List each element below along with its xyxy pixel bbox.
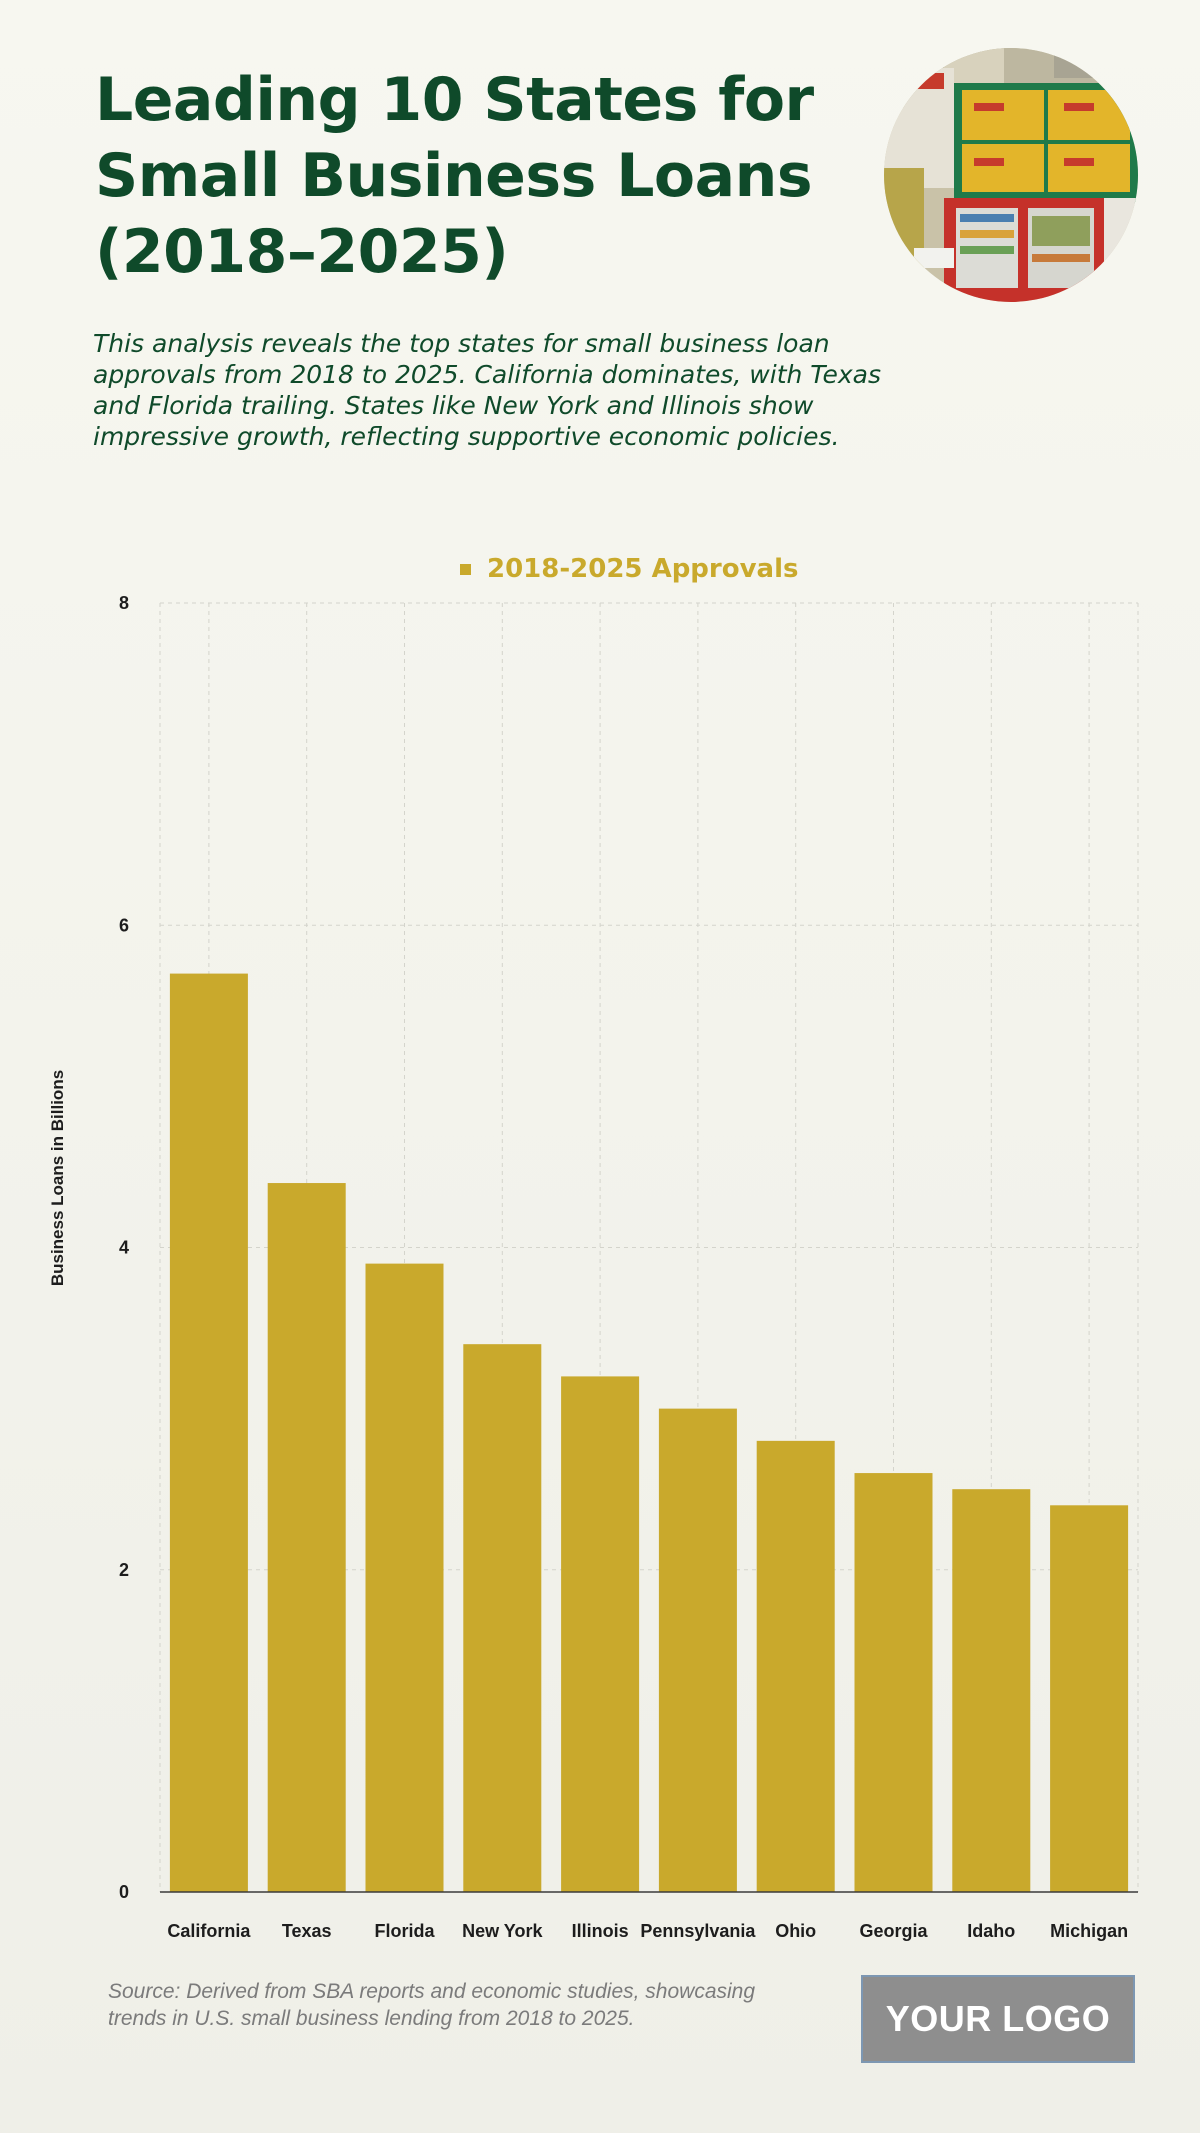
page-title: Leading 10 States for Small Business Loa…: [95, 65, 814, 287]
page-subtitle: This analysis reveals the top states for…: [93, 329, 881, 451]
y-tick-label: 4: [119, 1238, 129, 1258]
bar-florida: [365, 1263, 444, 1892]
x-tick-label: Ohio: [775, 1921, 816, 1941]
x-tick-label: Idaho: [967, 1921, 1015, 1941]
y-tick-label: 2: [119, 1560, 129, 1580]
chart-legend: 2018-2025 Approvals: [460, 552, 798, 586]
legend-swatch: [460, 563, 471, 575]
source-note: Source: Derived from SBA reports and eco…: [108, 1980, 756, 2030]
x-tick-label: California: [167, 1921, 251, 1941]
x-tick-label: Florida: [374, 1921, 435, 1941]
bar-illinois: [561, 1376, 640, 1892]
bar-chart: 0 2 4 6 8 California Texas Florida New York Illin…: [119, 593, 1139, 1941]
bar-new-york: [463, 1344, 542, 1892]
bar-texas: [267, 1183, 346, 1892]
x-tick-label: Illinois: [572, 1921, 629, 1941]
y-tick-label: 0: [119, 1882, 129, 1902]
y-tick-label: 8: [119, 593, 129, 613]
x-tick-label: Georgia: [859, 1921, 928, 1941]
bar-michigan: [1050, 1505, 1129, 1892]
x-tick-label: Michigan: [1050, 1921, 1128, 1941]
x-tick-label: Pennsylvania: [640, 1921, 756, 1941]
bar-ohio: [756, 1440, 835, 1892]
x-tick-label: Texas: [282, 1921, 332, 1941]
y-tick-label: 6: [119, 915, 129, 935]
logo-placeholder: YOUR LOGO: [861, 1975, 1135, 2063]
x-tick-label: New York: [462, 1921, 543, 1941]
bar-georgia: [854, 1473, 933, 1892]
bar-idaho: [952, 1489, 1031, 1892]
bar-california: [169, 973, 248, 1892]
legend-label: 2018-2025 Approvals: [487, 554, 799, 584]
bar-pennsylvania: [658, 1408, 737, 1892]
